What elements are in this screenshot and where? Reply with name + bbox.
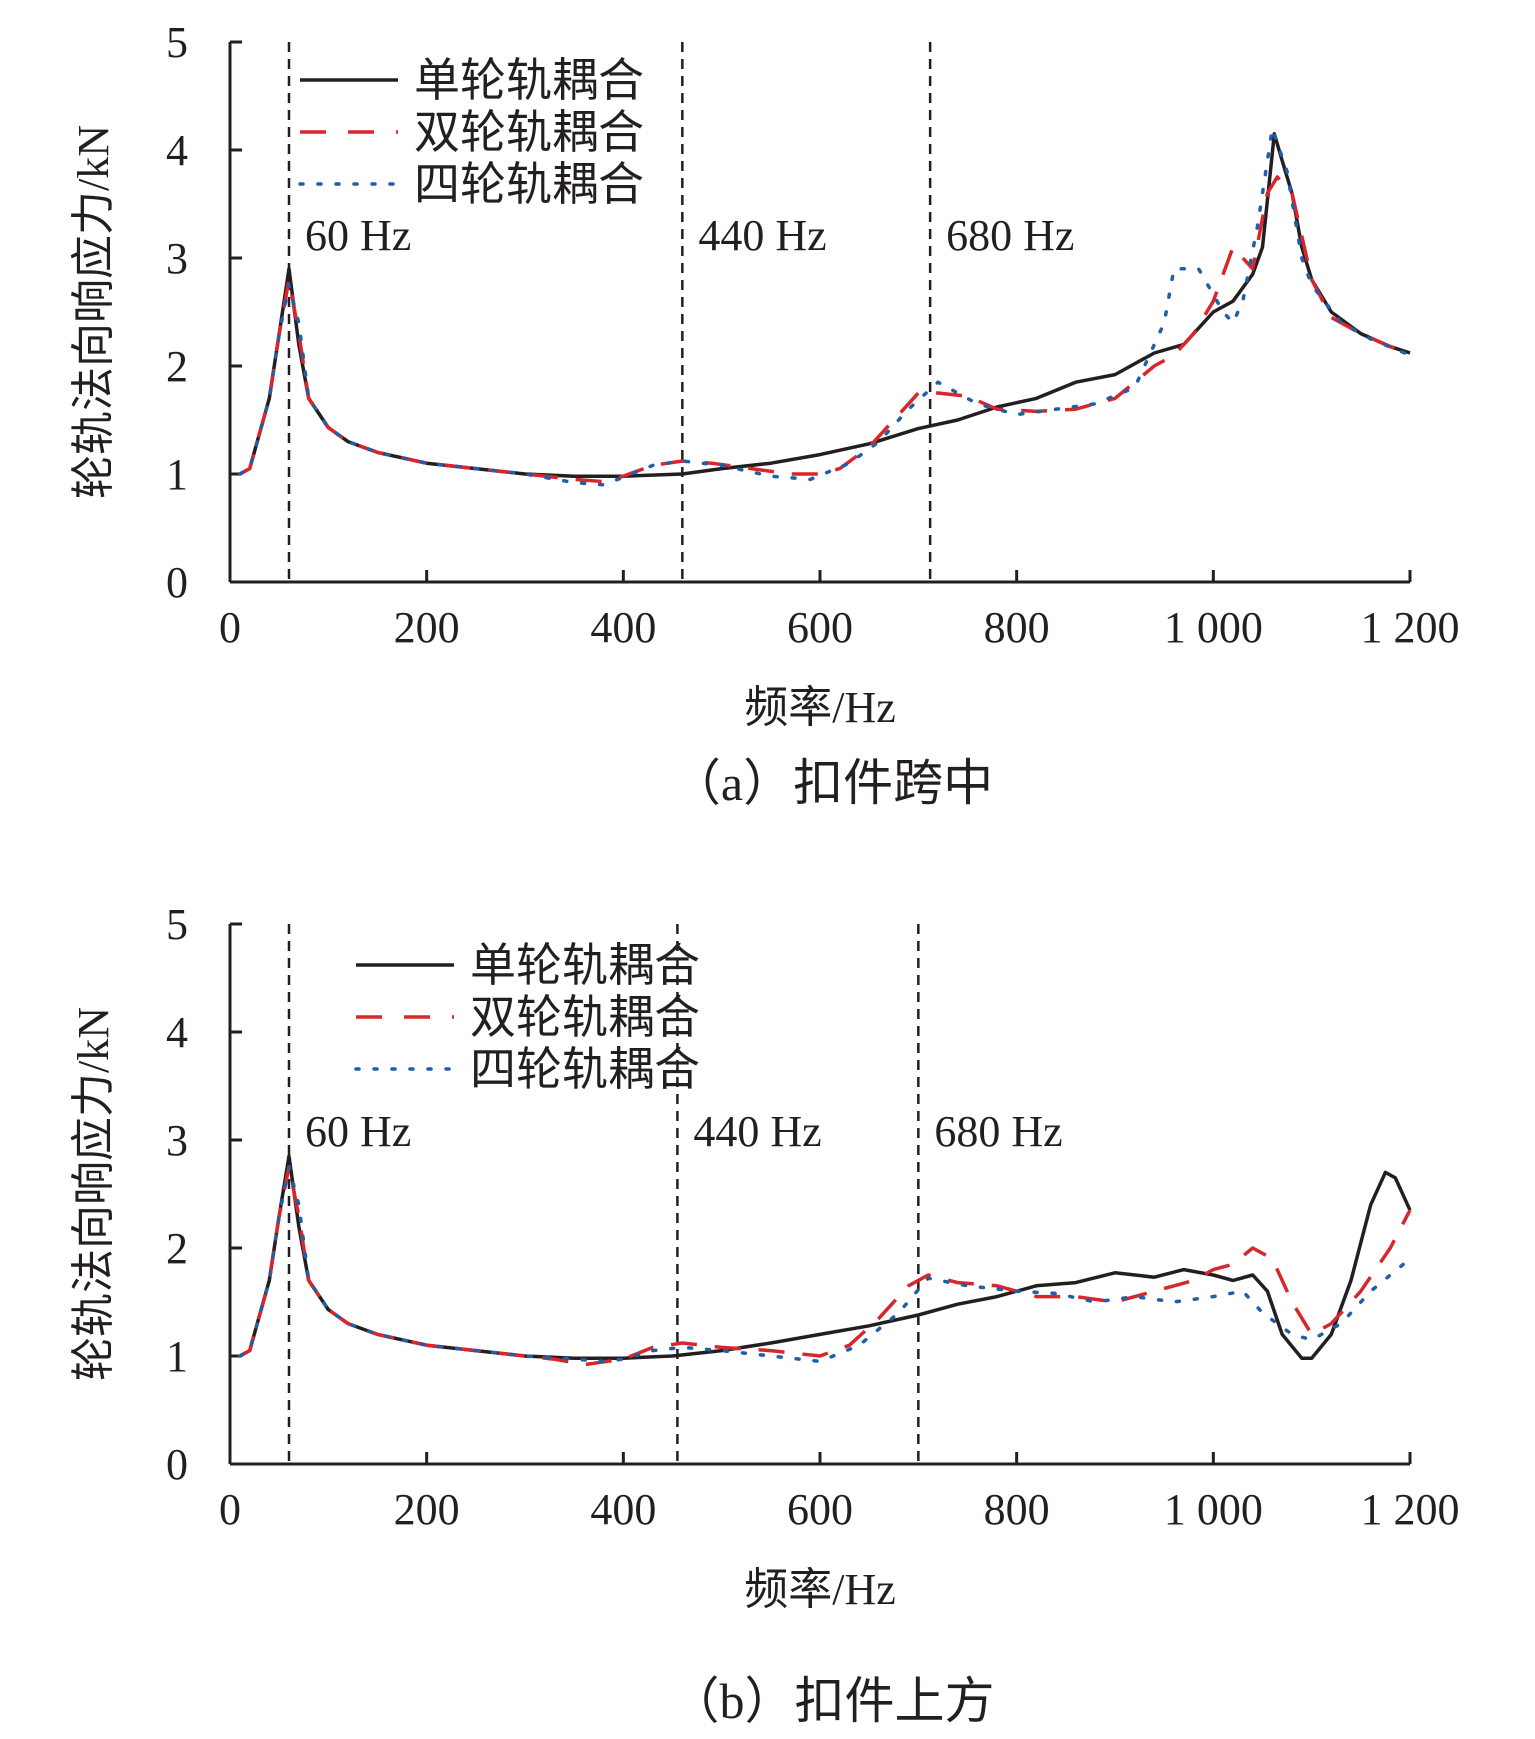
y-tick-label: 2 [166,1224,188,1273]
x-tick-label: 0 [219,603,241,652]
y-axis-title-b: 轮轨法向响应力/kN [69,1007,118,1381]
series-line-2 [238,175,1411,484]
panel-b: 0 1 2 3 4 5 0 200 400 600 800 1 000 1 200 60 Hz 440 Hz… [69,900,1460,1729]
legend-label: 单轮轨耦合 [414,55,644,106]
x-axis-title-a: 频率/Hz [744,683,896,732]
y-tick-label: 3 [166,234,188,283]
x-tick-label: 600 [787,603,853,652]
caption-a: （a）扣件跨中 [671,755,993,811]
annotation-label: 680 Hz [934,1107,1062,1156]
legend-label: 四轮轨耦合 [470,1044,700,1095]
x-tick-label: 800 [984,603,1050,652]
plot-area-a: 0 1 2 3 4 5 0 200 400 600 800 1 000 1 200 60 Hz 440 Hz… [166,18,1460,652]
annotation-label: 60 Hz [305,1107,411,1156]
x-tick-label: 1 200 [1361,1485,1460,1534]
x-tick-label: 600 [787,1485,853,1534]
x-tick-label: 0 [219,1485,241,1534]
x-tick-label: 1 000 [1164,603,1263,652]
y-tick-label: 1 [166,450,188,499]
y-tick-label: 2 [166,342,188,391]
series-line-2 [238,1165,1412,1367]
y-tick-label: 0 [166,1440,188,1489]
x-tick-label: 800 [984,1485,1050,1534]
y-tick-label: 4 [166,1008,188,1057]
series-line-1 [238,1154,1412,1360]
y-tick-label: 4 [166,126,188,175]
annotation-label: 60 Hz [305,211,411,260]
legend-label: 四轮轨耦合 [414,159,644,210]
legend-label: 单轮轨耦合 [470,940,700,991]
y-tick-label: 0 [166,558,188,607]
x-tick-label: 400 [590,1485,656,1534]
x-tick-label: 1 200 [1361,603,1460,652]
x-tick-label: 200 [394,1485,460,1534]
annotation-label: 440 Hz [693,1107,821,1156]
y-tick-label: 5 [166,18,188,67]
plot-area-b: 0 1 2 3 4 5 0 200 400 600 800 1 000 1 200 60 Hz 440 Hz… [166,900,1460,1534]
y-tick-label: 5 [166,900,188,949]
y-tick-label: 3 [166,1116,188,1165]
y-tick-label: 1 [166,1332,188,1381]
series-line-3 [238,1165,1412,1364]
caption-b: （b）扣件上方 [670,1673,995,1729]
x-axis-title-b: 频率/Hz [744,1565,896,1614]
panel-a: 0 1 2 3 4 5 0 200 400 600 800 1 000 1 200 60 Hz 440 Hz… [69,18,1460,811]
legend-label: 双轮轨耦合 [470,992,700,1043]
annotation-label: 440 Hz [698,211,826,260]
x-tick-label: 1 000 [1164,1485,1263,1534]
y-axis-title-a: 轮轨法向响应力/kN [69,125,118,499]
x-tick-label: 200 [394,603,460,652]
annotation-label: 680 Hz [946,211,1074,260]
x-tick-label: 400 [590,603,656,652]
legend-label: 双轮轨耦合 [414,107,644,158]
